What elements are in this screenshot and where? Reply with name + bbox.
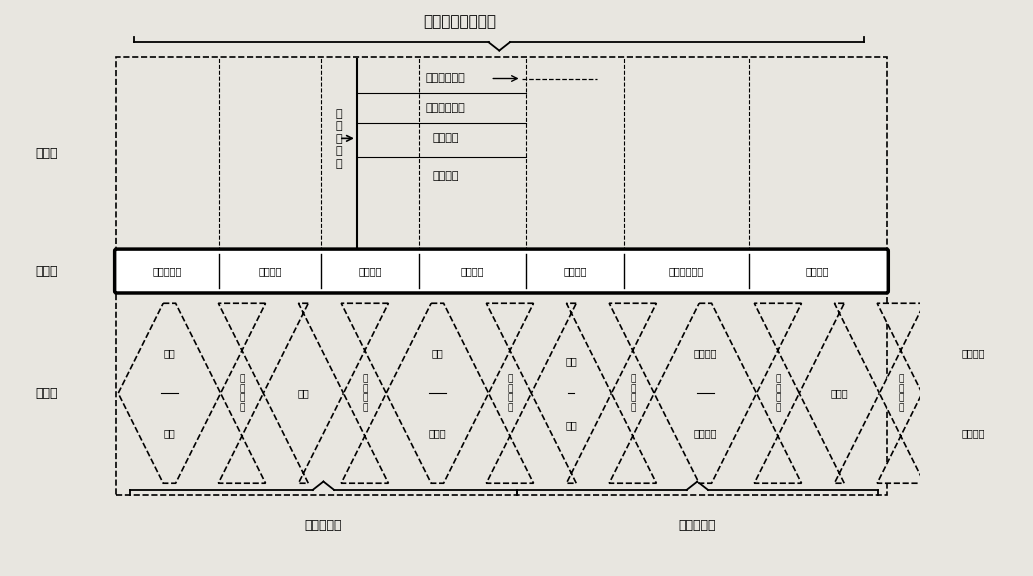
Text: 零件: 零件 [298, 388, 309, 398]
Text: 生产性服务: 生产性服务 [305, 519, 342, 532]
Polygon shape [386, 303, 489, 483]
Text: 竞
合
创
新: 竞 合 创 新 [898, 374, 904, 412]
Text: 竞
合
创
新: 竞 合 创 新 [775, 374, 781, 412]
Polygon shape [922, 303, 1025, 483]
Text: 总成件: 总成件 [429, 428, 446, 438]
Polygon shape [531, 303, 612, 483]
Text: 原料: 原料 [163, 348, 176, 359]
Text: 需求分析技术: 需求分析技术 [668, 266, 703, 276]
Text: 组装: 组装 [565, 420, 577, 431]
Text: 服务技术: 服务技术 [806, 266, 829, 276]
Text: 创新链: 创新链 [36, 147, 58, 160]
Polygon shape [754, 303, 802, 483]
Text: 产
学
研
合
作: 产 学 研 合 作 [336, 109, 342, 169]
Polygon shape [877, 303, 925, 483]
Bar [117, 56, 886, 251]
Text: 应用开发研究: 应用开发研究 [426, 74, 466, 84]
FancyBboxPatch shape [115, 249, 888, 293]
Bar [117, 291, 886, 495]
Text: 售后服务: 售后服务 [962, 348, 985, 359]
Text: 消费者: 消费者 [831, 388, 848, 398]
Text: 消费性服务: 消费性服务 [679, 519, 716, 532]
Polygon shape [800, 303, 879, 483]
Text: 营销服务: 营销服务 [693, 348, 717, 359]
Polygon shape [218, 303, 265, 483]
Text: 部件: 部件 [432, 348, 443, 359]
Text: 废旧回收: 废旧回收 [962, 428, 985, 438]
Text: 竞
合
创
新: 竞 合 创 新 [363, 374, 368, 412]
Text: 创新政策支持体系: 创新政策支持体系 [424, 14, 497, 29]
Text: 技术链: 技术链 [36, 264, 58, 278]
Text: 成品技术: 成品技术 [461, 266, 484, 276]
Text: 基础研究: 基础研究 [433, 134, 459, 143]
Text: 市场销售: 市场销售 [693, 428, 717, 438]
Text: 营销技术: 营销技术 [563, 266, 587, 276]
Polygon shape [487, 303, 533, 483]
Text: 应用基础研究: 应用基础研究 [426, 104, 466, 113]
Text: 竞
合
创
新: 竞 合 创 新 [507, 374, 512, 412]
Text: 产业链: 产业链 [36, 386, 58, 400]
Text: 链合创新: 链合创新 [433, 171, 459, 181]
Polygon shape [118, 303, 221, 483]
Polygon shape [1023, 303, 1033, 483]
Text: 竞
合
创
新: 竞 合 创 新 [240, 374, 245, 412]
Text: 竞
合
创
新: 竞 合 创 新 [630, 374, 635, 412]
Polygon shape [609, 303, 656, 483]
Polygon shape [263, 303, 343, 483]
Polygon shape [341, 303, 388, 483]
Text: 零件技术: 零件技术 [258, 266, 282, 276]
Text: 产品: 产品 [565, 356, 577, 366]
Text: 材料: 材料 [163, 428, 176, 438]
Polygon shape [654, 303, 756, 483]
Text: 部件技术: 部件技术 [358, 266, 382, 276]
Text: 原材料技术: 原材料技术 [153, 266, 182, 276]
